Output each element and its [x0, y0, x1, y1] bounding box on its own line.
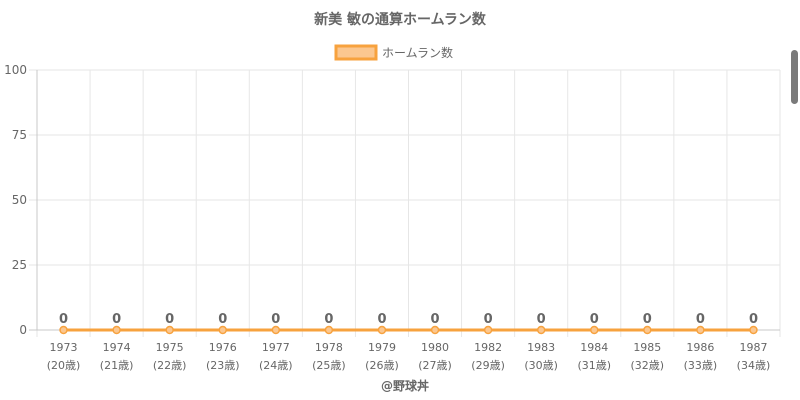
data-label: 0	[749, 312, 758, 327]
x-tick-label: 1985	[633, 341, 661, 354]
y-axis: 0 25 50 75 100	[4, 63, 27, 337]
data-point	[377, 325, 387, 335]
data-label: 0	[643, 312, 652, 327]
data-label: 0	[431, 312, 440, 327]
data-label: 0	[112, 312, 121, 327]
data-point	[165, 325, 174, 335]
data-point	[749, 325, 758, 335]
x-tick-sublabel: (31歳)	[577, 359, 611, 372]
data-label: 0	[484, 312, 493, 327]
data-point	[590, 325, 599, 335]
legend[interactable]: ホームラン数	[334, 44, 453, 61]
data-label: 0	[59, 312, 68, 327]
data-label: 0	[218, 312, 227, 327]
data-labels: 0 0 0 0 0 0 0 0 0 0 0 0 0 0	[59, 312, 758, 327]
x-tick-sublabel: (23歳)	[206, 359, 240, 372]
data-point	[643, 325, 652, 335]
data-label: 0	[324, 312, 333, 327]
x-tick-label: 1977	[262, 341, 290, 354]
x-tick-label: 1982	[474, 341, 502, 354]
x-tick-label: 1987	[739, 341, 767, 354]
x-tick-sublabel: (25歳)	[312, 359, 346, 372]
x-tick-sublabel: (20歳)	[47, 359, 81, 372]
data-label: 0	[271, 312, 280, 327]
data-point	[483, 325, 493, 335]
x-tick-sublabel: (26歳)	[365, 359, 399, 372]
x-tick-sublabel: (24歳)	[259, 359, 293, 372]
data-point	[218, 325, 227, 335]
x-tick-label: 1984	[580, 341, 608, 354]
x-tick-sublabel: (33歳)	[684, 359, 718, 372]
data-points	[59, 325, 758, 335]
x-tick-label: 1976	[209, 341, 237, 354]
x-tick-sublabel: (29歳)	[471, 359, 505, 372]
y-tick-label: 50	[12, 193, 27, 207]
data-label: 0	[590, 312, 599, 327]
x-tick-label: 1973	[50, 341, 78, 354]
y-tick-label: 25	[12, 258, 27, 272]
x-tick-label: 1974	[103, 341, 131, 354]
data-label: 0	[696, 312, 705, 327]
legend-swatch	[334, 44, 378, 61]
x-tick-label: 1980	[421, 341, 449, 354]
data-point	[112, 325, 121, 335]
data-point	[324, 325, 334, 335]
data-point	[430, 325, 440, 335]
x-tick-label: 1978	[315, 341, 343, 354]
data-point	[696, 325, 705, 335]
x-tick-label: 1979	[368, 341, 396, 354]
data-label: 0	[537, 312, 546, 327]
x-tick-sublabel: (22歳)	[153, 359, 187, 372]
data-point	[59, 325, 68, 335]
x-tick-sublabel: (32歳)	[631, 359, 665, 372]
x-tick-sublabel: (34歳)	[737, 359, 771, 372]
data-label: 0	[165, 312, 174, 327]
x-tick-label: 1975	[156, 341, 184, 354]
x-tick-label: 1983	[527, 341, 555, 354]
credit-text: @野球丼	[381, 378, 429, 393]
grid	[29, 69, 781, 337]
x-tick-sublabel: (30歳)	[524, 359, 558, 372]
scrollbar-thumb[interactable]	[791, 50, 798, 104]
legend-label: ホームラン数	[382, 45, 453, 60]
x-axis: 1973 (20歳) 1974 (21歳) 1975 (22歳) 1976 (23歳) 1977…	[47, 341, 771, 372]
data-point	[271, 325, 281, 335]
y-tick-label: 100	[4, 63, 27, 77]
x-tick-sublabel: (21歳)	[100, 359, 134, 372]
chart-title: 新美 敏の通算ホームラン数	[314, 11, 487, 28]
x-tick-sublabel: (27歳)	[418, 359, 452, 372]
y-tick-label: 75	[12, 128, 27, 142]
data-label: 0	[377, 312, 386, 327]
y-tick-label: 0	[19, 323, 27, 337]
data-point	[536, 325, 546, 335]
x-tick-label: 1986	[686, 341, 714, 354]
